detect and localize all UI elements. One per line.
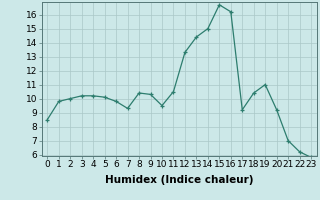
X-axis label: Humidex (Indice chaleur): Humidex (Indice chaleur) [105,175,253,185]
